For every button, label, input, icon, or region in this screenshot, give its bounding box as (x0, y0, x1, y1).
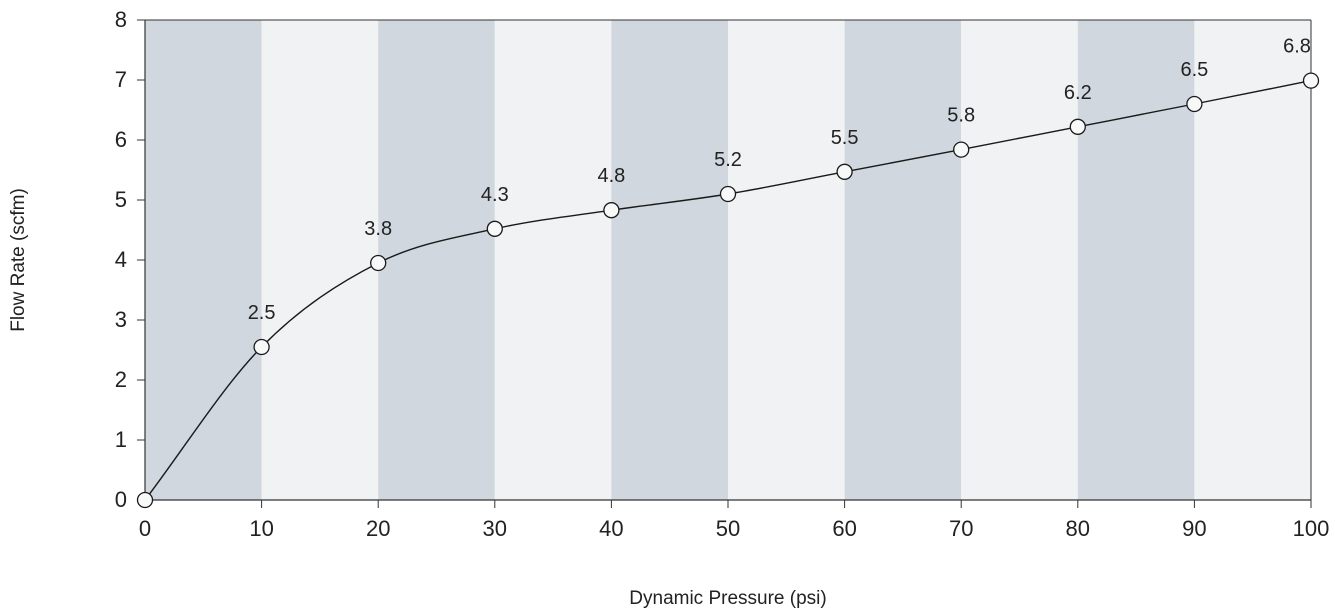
y-axis-ticks: 0 1 2 3 4 5 6 7 8 (115, 7, 145, 512)
band-40 (611, 20, 728, 500)
background-bands (145, 20, 1311, 500)
band-20 (378, 20, 495, 500)
x-tick-label: 100 (1293, 516, 1330, 541)
x-tick-label: 60 (832, 516, 856, 541)
data-point (1304, 73, 1319, 88)
data-point (254, 340, 269, 355)
data-label: 6.2 (1064, 82, 1092, 104)
data-point (604, 203, 619, 218)
data-label: 5.5 (831, 127, 859, 149)
data-label: 4.8 (597, 165, 625, 187)
x-tick-label: 40 (599, 516, 623, 541)
y-tick-label: 1 (115, 427, 127, 452)
x-axis-title: Dynamic Pressure (psi) (629, 588, 826, 609)
y-tick-label: 5 (115, 187, 127, 212)
data-point (1070, 119, 1085, 134)
x-tick-label: 70 (949, 516, 973, 541)
data-label: 6.8 (1283, 36, 1311, 58)
data-point (837, 164, 852, 179)
x-tick-label: 90 (1182, 516, 1206, 541)
x-tick-label: 50 (716, 516, 740, 541)
data-point (1187, 97, 1202, 112)
data-point (954, 142, 969, 157)
y-axis-title: Flow Rate (scfm) (8, 188, 29, 332)
data-label: 6.5 (1180, 59, 1208, 81)
x-tick-label: 0 (139, 516, 151, 541)
band-70 (961, 20, 1078, 500)
data-label: 5.8 (947, 105, 975, 127)
band-30 (495, 20, 612, 500)
y-tick-label: 4 (115, 247, 127, 272)
data-point (487, 221, 502, 236)
x-axis-ticks: 0 10 20 30 40 50 60 70 80 90 100 (139, 500, 1329, 541)
data-point (721, 187, 736, 202)
y-tick-label: 2 (115, 367, 127, 392)
x-tick-label: 10 (249, 516, 273, 541)
y-tick-label: 3 (115, 307, 127, 332)
y-tick-label: 8 (115, 7, 127, 32)
data-label: 4.3 (481, 184, 509, 206)
band-80 (1078, 20, 1195, 500)
data-point (138, 493, 153, 508)
x-tick-label: 30 (483, 516, 507, 541)
band-50 (728, 20, 845, 500)
band-60 (845, 20, 962, 500)
x-tick-label: 80 (1066, 516, 1090, 541)
data-label: 2.5 (248, 302, 276, 324)
y-tick-label: 7 (115, 67, 127, 92)
data-label: 3.8 (364, 218, 392, 240)
y-tick-label: 0 (115, 487, 127, 512)
data-point (371, 256, 386, 271)
data-label: 5.2 (714, 149, 742, 171)
band-0 (145, 20, 262, 500)
band-10 (262, 20, 379, 500)
y-tick-label: 6 (115, 127, 127, 152)
x-tick-label: 20 (366, 516, 390, 541)
